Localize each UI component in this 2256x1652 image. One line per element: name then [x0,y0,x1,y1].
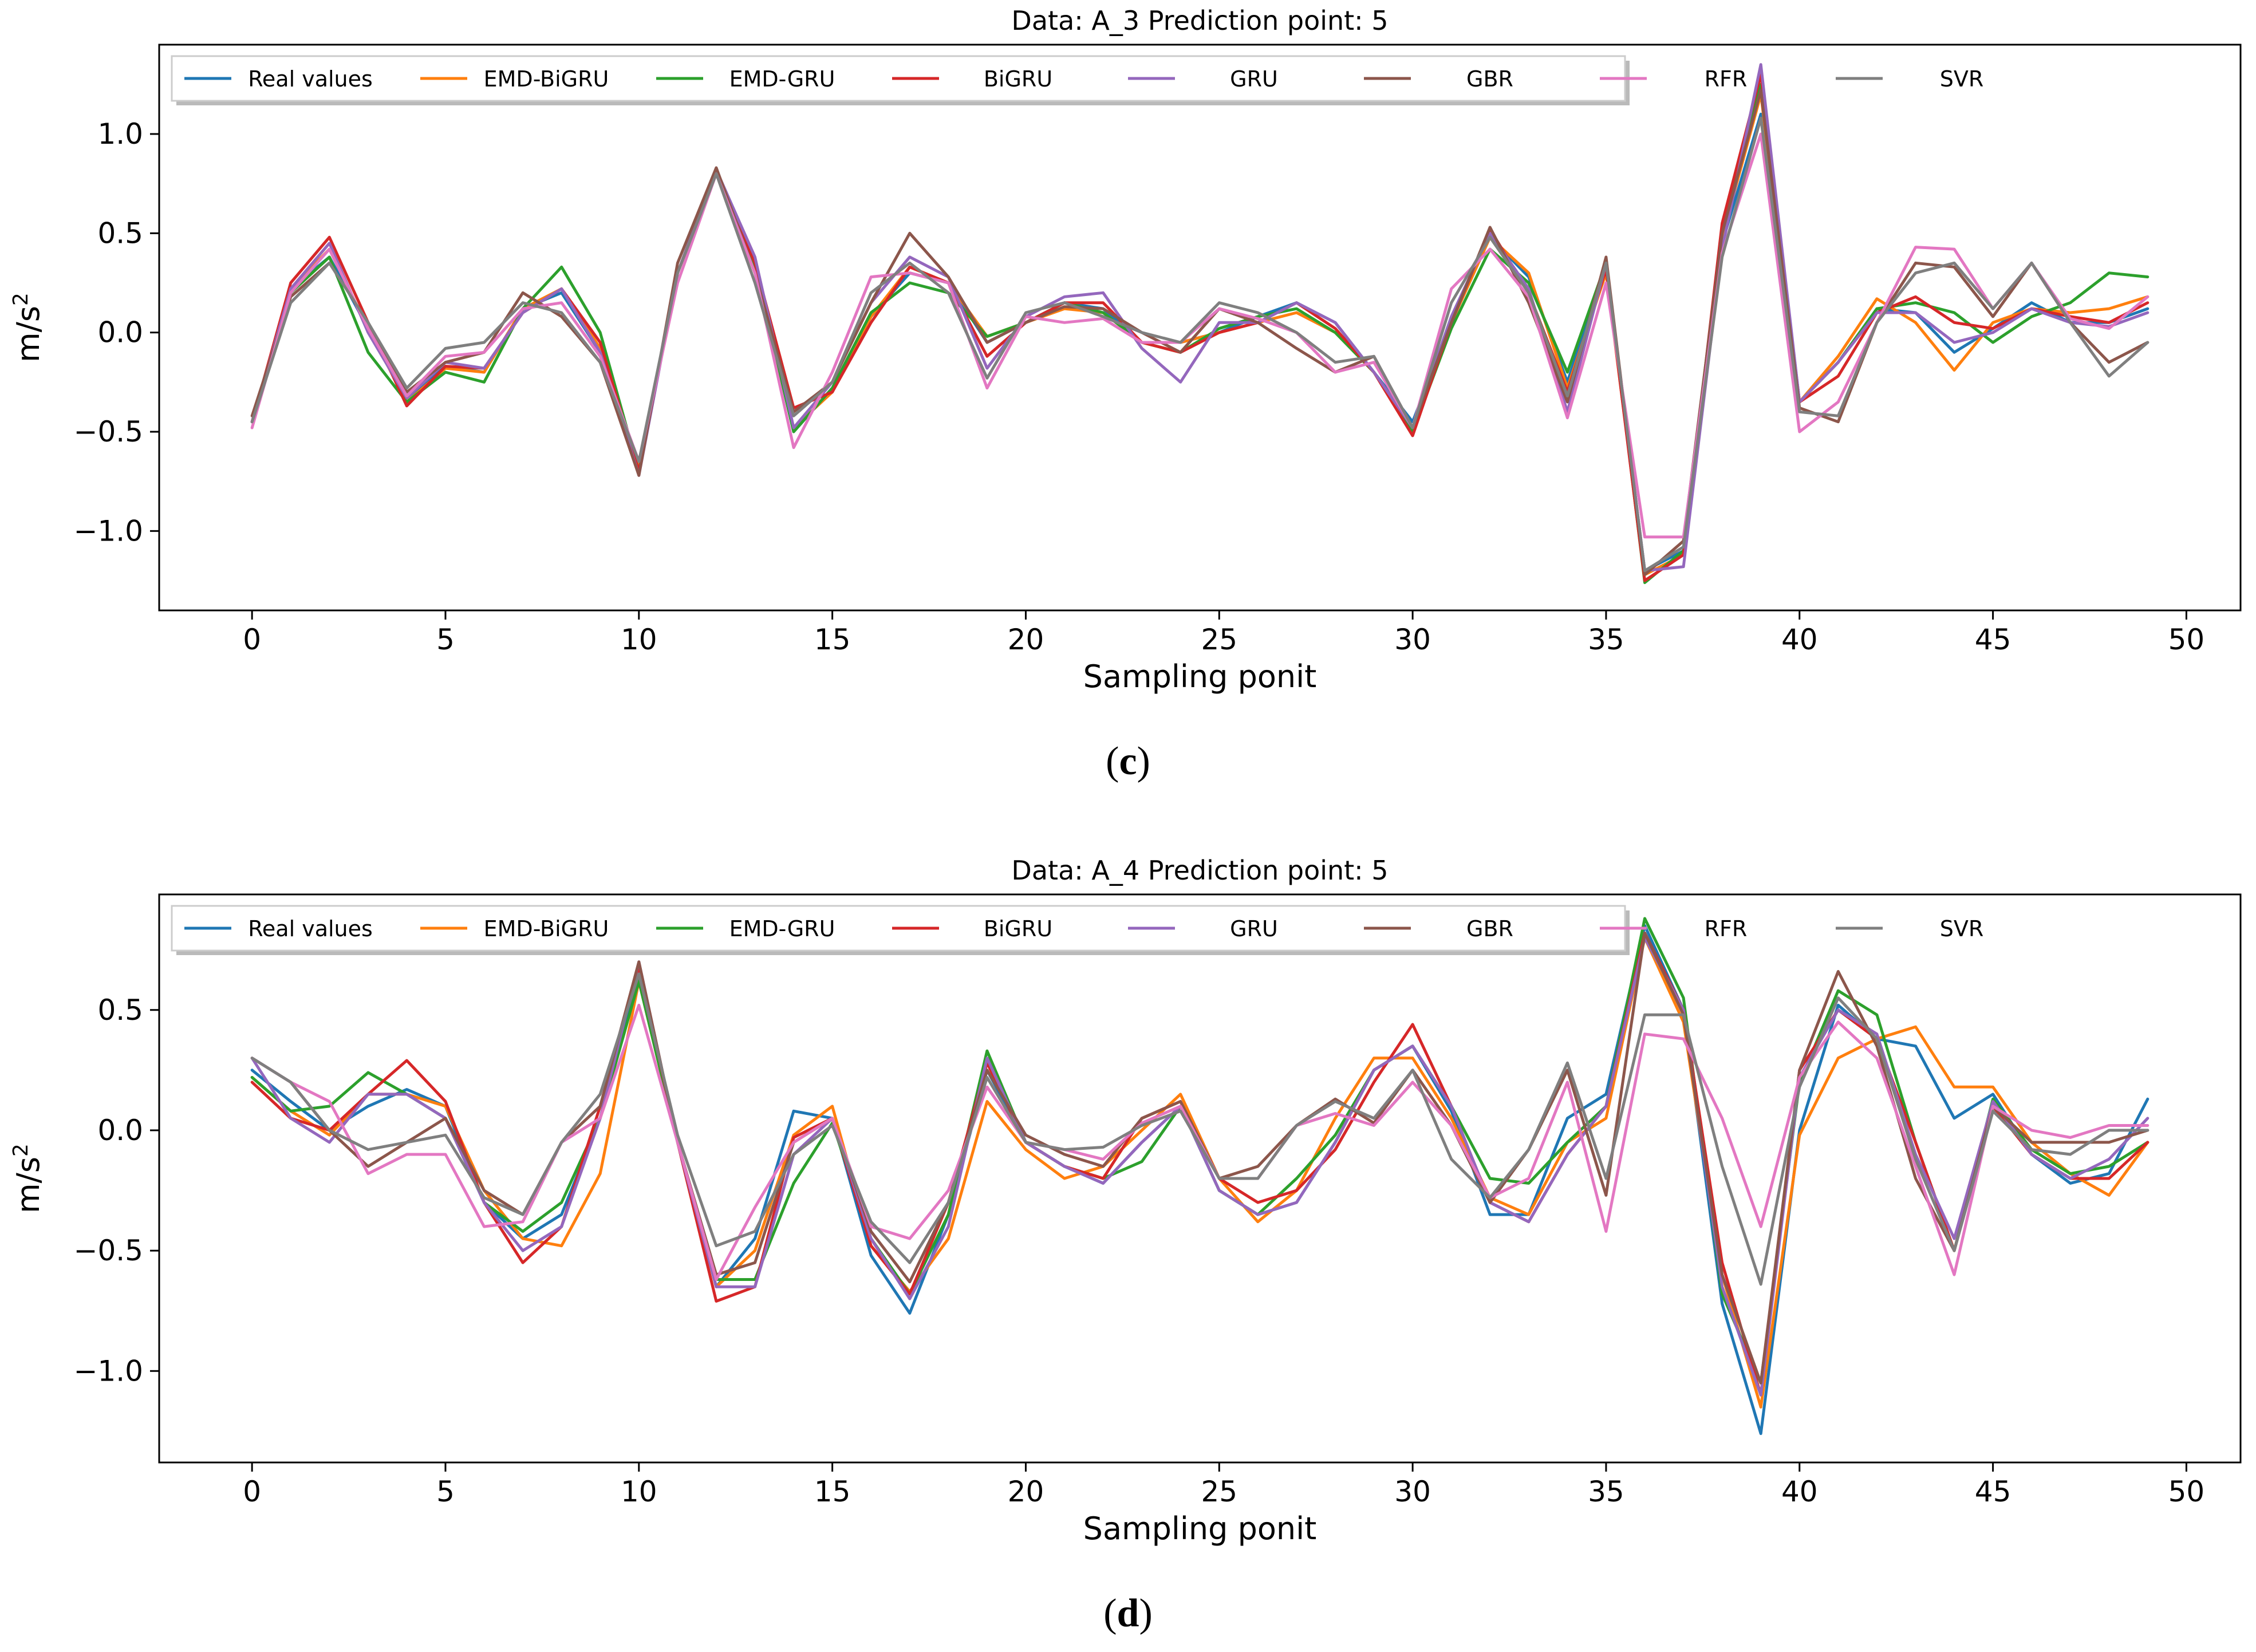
x-tick-label: 10 [621,1475,657,1508]
y-tick-label: 0.0 [97,316,143,349]
legend-label-real-values: Real values [248,66,373,92]
x-axis-label: Sampling ponit [1083,659,1317,695]
x-tick-label: 50 [2168,623,2205,656]
legend-label-emd-bigru: EMD-BiGRU [484,916,609,941]
x-tick-label: 20 [1008,1475,1044,1508]
x-tick-label: 35 [1588,1475,1624,1508]
x-tick-label: 25 [1201,623,1237,656]
legend-label-rfr: RFR [1705,916,1748,941]
x-tick-label: 5 [436,623,455,656]
legend-label-svr: SVR [1940,916,1984,941]
panel-caption-c: (c) [1106,739,1150,783]
series-line-rfr [250,132,2149,539]
x-tick-label: 40 [1781,1475,1818,1508]
legend: Real values EMD-BiGRU EMD-GRU BiGRU GRU GBR RF… [171,55,1984,105]
chart-panel-1: Data: A_3 Prediction point: 5 0 5 10 15 20 25 3… [9,5,2242,695]
series-line-gbr [250,89,2149,577]
panel-caption-d: (d) [1103,1591,1153,1635]
chart-panel-2: Data: A_4 Prediction point: 5 0 5 10 15 20 25 3… [9,855,2242,1547]
series-lines [250,917,2149,1436]
x-tick-label: 0 [243,1475,261,1508]
legend-label-gbr: GBR [1466,66,1513,92]
legend-label-emd-gru: EMD-GRU [729,916,835,941]
y-tick-label: −0.5 [74,1234,143,1267]
chart-title: Data: A_3 Prediction point: 5 [1011,5,1388,36]
chart-title: Data: A_4 Prediction point: 5 [1011,855,1388,886]
legend-label-gru: GRU [1230,66,1278,92]
x-tick-label: 15 [814,623,851,656]
x-tick-label: 25 [1201,1475,1237,1508]
y-tick-label: 0.5 [97,993,143,1027]
legend: Real values EMD-BiGRU EMD-GRU BiGRU GRU GBR RF… [171,905,1984,955]
y-tick-label: 0.0 [97,1114,143,1147]
y-axis-label: m/s2 [9,1144,47,1213]
series-line-bigru [250,931,2149,1397]
x-tick-label: 5 [436,1475,455,1508]
x-axis-label: Sampling ponit [1083,1511,1317,1547]
x-tick-label: 45 [1975,1475,2012,1508]
series-line-gru [250,63,2149,573]
series-line-svr [250,116,2149,573]
series-line-svr [250,972,2149,1286]
x-tick-label: 40 [1781,623,1818,656]
plot-frame [158,44,2242,612]
series-line-gbr [250,931,2149,1385]
legend-label-bigru: BiGRU [984,66,1052,92]
x-tick-label: 30 [1394,623,1431,656]
legend-label-rfr: RFR [1705,66,1748,92]
y-tick-label: −1.0 [74,1354,143,1387]
x-tick-label: 20 [1008,623,1044,656]
y-tick-label: 0.5 [97,216,143,250]
y-tick-label: −1.0 [74,514,143,547]
series-line-gru [250,936,2149,1397]
x-tick-label: 45 [1975,623,2012,656]
legend-label-svr: SVR [1940,66,1984,92]
legend-label-gbr: GBR [1466,916,1513,941]
y-tick-label: 1.0 [97,117,143,151]
y-tick-label: −0.5 [74,415,143,448]
legend-label-bigru: BiGRU [984,916,1052,941]
x-tick-label: 10 [621,623,657,656]
series-lines [250,63,2149,584]
x-tick-label: 30 [1394,1475,1431,1508]
x-tick-label: 50 [2168,1475,2205,1508]
legend-label-gru: GRU [1230,916,1278,941]
x-tick-label: 35 [1588,623,1624,656]
plot-frame [158,893,2242,1464]
x-tick-label: 0 [243,623,261,656]
legend-label-real-values: Real values [248,916,373,941]
series-line-emd-bigru [250,936,2149,1409]
legend-label-emd-gru: EMD-GRU [729,66,835,92]
legend-label-emd-bigru: EMD-BiGRU [484,66,609,92]
series-line-real-values [250,924,2149,1436]
y-axis-label: m/s2 [9,293,47,362]
x-tick-label: 15 [814,1475,851,1508]
